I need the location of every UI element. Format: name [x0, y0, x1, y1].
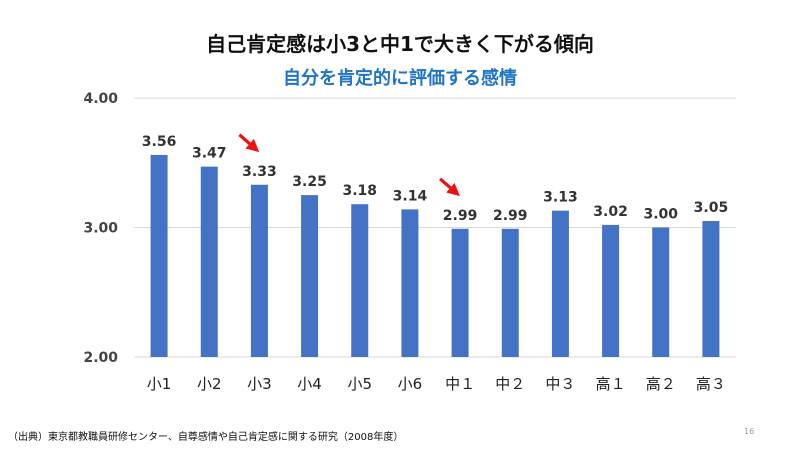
- data-label: 3.18: [342, 183, 377, 199]
- bar: [301, 195, 319, 357]
- x-tick-label: 小2: [197, 375, 222, 393]
- x-tick-label: 中３: [545, 375, 575, 393]
- x-tick-label: 小4: [297, 375, 322, 393]
- bar: [401, 209, 419, 357]
- red-arrow-icon: [439, 177, 460, 197]
- y-tick-label: 2.00: [83, 350, 118, 366]
- source-citation: （出典）東京都教職員研修センター、自尊感情や自己肯定感に関する研究（2008年度…: [8, 432, 404, 443]
- x-tick-label: 中１: [445, 375, 475, 393]
- bar: [250, 184, 268, 357]
- bar: [200, 166, 218, 357]
- bar: [501, 228, 519, 357]
- data-label: 3.14: [393, 188, 428, 204]
- data-label: 3.00: [643, 207, 678, 223]
- page-number: 16: [744, 427, 755, 436]
- data-label: 3.47: [192, 146, 227, 162]
- x-tick-label: 高１: [596, 375, 626, 393]
- bar: [652, 227, 670, 357]
- bar: [602, 224, 620, 357]
- x-tick-label: 小5: [347, 375, 372, 393]
- bar: [150, 154, 168, 357]
- red-arrow-icon: [238, 133, 260, 153]
- x-tick-label: 小3: [247, 375, 272, 393]
- data-label: 3.13: [543, 190, 578, 206]
- y-tick-label: 3.00: [83, 221, 118, 237]
- x-tick-label: 高２: [646, 375, 676, 393]
- y-tick-label: 4.00: [83, 91, 118, 107]
- data-label: 3.05: [694, 200, 729, 216]
- bar: [451, 228, 469, 357]
- chart-title: 自分を肯定的に評価する感情: [283, 68, 517, 89]
- data-label: 2.99: [443, 208, 478, 224]
- data-label: 3.25: [292, 174, 327, 190]
- x-tick-label: 高３: [696, 375, 726, 393]
- data-label: 3.33: [242, 164, 277, 180]
- data-label: 3.56: [142, 134, 177, 150]
- bar: [551, 210, 569, 357]
- x-tick-label: 小6: [398, 375, 423, 393]
- slide-title: 自己肯定感は小3と中1で大きく下がる傾向: [206, 32, 594, 56]
- data-label: 3.02: [593, 204, 628, 220]
- data-label: 2.99: [493, 208, 528, 224]
- x-tick-label: 小1: [147, 375, 172, 393]
- x-tick-label: 中２: [495, 375, 525, 393]
- bar: [702, 221, 720, 357]
- bar: [351, 204, 369, 357]
